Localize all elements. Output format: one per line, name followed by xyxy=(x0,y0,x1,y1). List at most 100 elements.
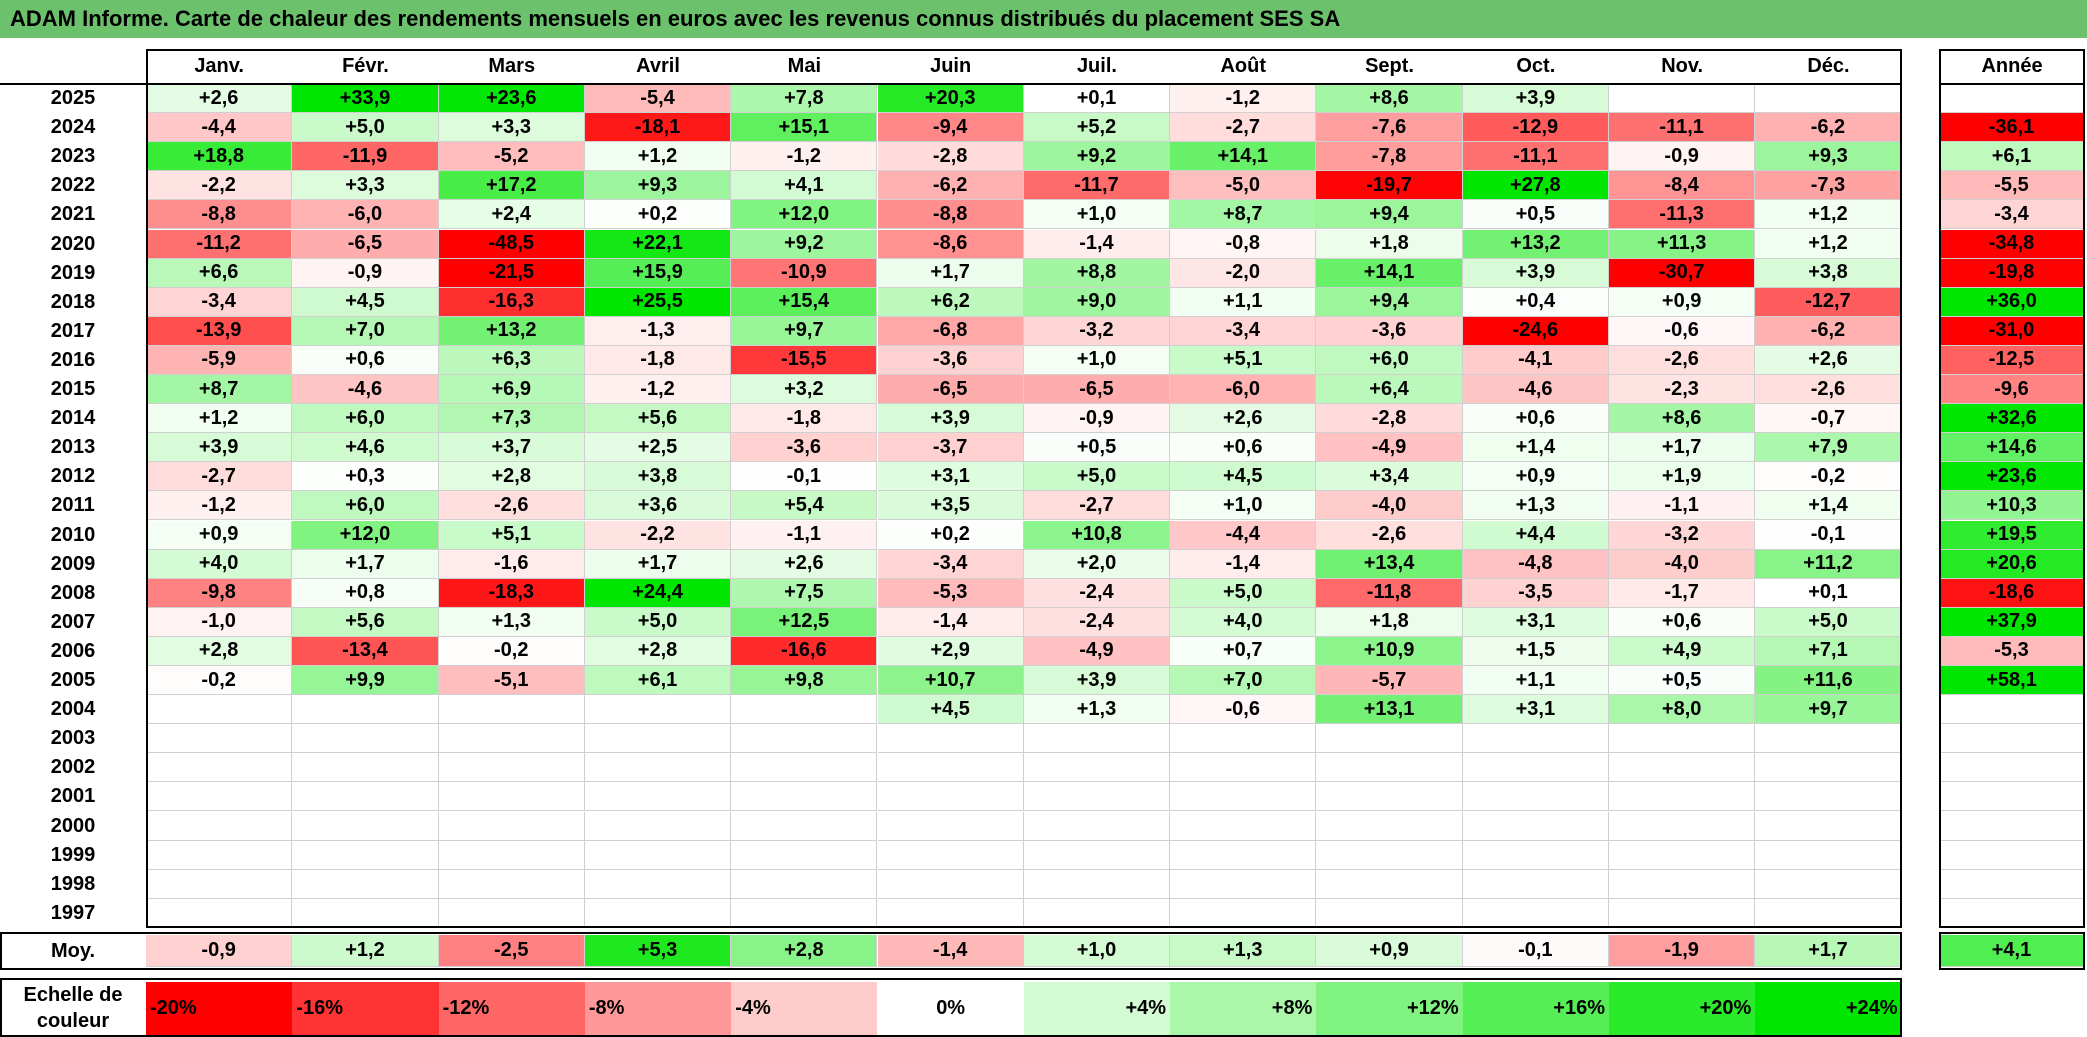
heatmap-cell: +6,4 xyxy=(1316,375,1463,405)
color-scale-stop: 0% xyxy=(877,982,1024,1035)
month-header: Avril xyxy=(636,55,680,77)
heatmap-cell: +2,6 xyxy=(146,84,293,114)
heatmap-cell: +9,9 xyxy=(292,666,439,696)
heatmap-cell: -6,8 xyxy=(877,316,1024,346)
heatmap-cell: +0,6 xyxy=(1170,433,1317,463)
heatmap-cell xyxy=(1755,724,1902,754)
row-year-label: 2014 xyxy=(50,407,96,430)
heatmap-cell: +7,3 xyxy=(438,404,585,434)
heatmap-cell xyxy=(1609,898,1756,928)
heatmap-cell xyxy=(1755,84,1902,114)
heatmap-cell: -1,7 xyxy=(1609,578,1756,608)
heatmap-cell: -1,2 xyxy=(1170,84,1317,114)
heatmap-cell xyxy=(584,811,732,841)
heatmap-cell xyxy=(1609,782,1756,812)
heatmap-cell: +7,9 xyxy=(1755,433,1902,463)
heatmap-cell: +1,0 xyxy=(1023,345,1171,375)
heatmap-cell xyxy=(1609,724,1756,754)
heatmap-cell: -9,4 xyxy=(877,113,1024,143)
heatmap-cell: +1,2 xyxy=(146,404,293,434)
heatmap-cell: +1,3 xyxy=(1462,491,1609,521)
heatmap-cell: +10,8 xyxy=(1023,520,1171,550)
heatmap-cell: +6,0 xyxy=(1316,345,1463,375)
heatmap-cell: +12,0 xyxy=(292,520,439,550)
heatmap-cell: -3,6 xyxy=(1316,316,1463,346)
row-year-label: 2010 xyxy=(50,523,96,546)
annual-cell xyxy=(1939,811,2085,841)
row-year-label: 2001 xyxy=(50,785,96,808)
row-year-label: 2019 xyxy=(50,261,96,284)
annual-cell xyxy=(1939,869,2085,899)
heatmap-cell: -3,2 xyxy=(1609,520,1756,550)
heatmap-cell xyxy=(584,840,732,870)
heatmap-cell: +5,0 xyxy=(292,113,439,143)
row-year-label: 2020 xyxy=(50,232,96,255)
average-cell: +1,7 xyxy=(1755,935,1902,967)
heatmap-cell: +6,3 xyxy=(438,345,585,375)
heatmap-cell: +9,3 xyxy=(584,171,732,201)
heatmap-cell: +13,4 xyxy=(1316,549,1463,579)
heatmap-cell xyxy=(1316,898,1463,928)
heatmap-cell: +0,5 xyxy=(1462,200,1609,230)
heatmap-cell: +2,8 xyxy=(584,636,732,666)
heatmap-cell xyxy=(1170,753,1317,783)
heatmap-cell xyxy=(292,811,439,841)
heatmap-cell: -4,6 xyxy=(292,375,439,405)
heatmap-cell: -7,8 xyxy=(1316,142,1463,172)
row-year-label: 2024 xyxy=(50,116,96,139)
heatmap-cell: -4,9 xyxy=(1023,636,1171,666)
heatmap-cell: +3,9 xyxy=(877,404,1024,434)
heatmap-cell: +13,2 xyxy=(438,316,585,346)
heatmap-cell: -0,9 xyxy=(1023,404,1171,434)
heatmap-cell: +1,5 xyxy=(1462,636,1609,666)
heatmap-cell xyxy=(1316,869,1463,899)
average-cell: +2,8 xyxy=(731,935,878,967)
heatmap-cell: -1,0 xyxy=(146,607,293,637)
heatmap-cell xyxy=(1609,811,1756,841)
heatmap-cell xyxy=(146,695,293,725)
heatmap-cell: -2,8 xyxy=(1316,404,1463,434)
heatmap-cell: +1,8 xyxy=(1316,607,1463,637)
heatmap-cell: -11,2 xyxy=(146,229,293,259)
heatmap-cell: -1,1 xyxy=(731,520,878,550)
heatmap-cell xyxy=(731,724,878,754)
heatmap-cell xyxy=(1023,840,1171,870)
heatmap-cell: -11,1 xyxy=(1609,113,1756,143)
heatmap-cell xyxy=(1170,869,1317,899)
heatmap-cell: +0,9 xyxy=(1462,462,1609,492)
heatmap-cell xyxy=(292,869,439,899)
heatmap-cell: -8,6 xyxy=(877,229,1024,259)
heatmap-cell xyxy=(1609,869,1756,899)
heatmap-cell: +1,7 xyxy=(1609,433,1756,463)
heatmap-cell: -4,0 xyxy=(1316,491,1463,521)
heatmap-cell: +11,3 xyxy=(1609,229,1756,259)
row-year-label: 2023 xyxy=(50,145,96,168)
heatmap-cell: -6,5 xyxy=(292,229,439,259)
heatmap-cell: +0,6 xyxy=(1462,404,1609,434)
heatmap-cell xyxy=(146,811,293,841)
heatmap-cell: +7,0 xyxy=(292,316,439,346)
heatmap-cell: +10,9 xyxy=(1316,636,1463,666)
month-header: Févr. xyxy=(342,55,389,77)
heatmap-cell: -7,3 xyxy=(1755,171,1902,201)
heatmap-cell: +12,0 xyxy=(731,200,878,230)
heatmap-cell: -9,8 xyxy=(146,578,293,608)
heatmap-cell xyxy=(438,782,585,812)
color-scale-stop: +4% xyxy=(1023,982,1171,1035)
row-year-label: 2002 xyxy=(50,756,96,779)
heatmap-cell: -13,9 xyxy=(146,316,293,346)
annual-cell: +32,6 xyxy=(1939,404,2085,434)
heatmap-cell xyxy=(146,724,293,754)
color-scale-stop: +8% xyxy=(1170,982,1317,1035)
heatmap-cell: +9,7 xyxy=(731,316,878,346)
heatmap-cell: -1,1 xyxy=(1609,491,1756,521)
heatmap-cell: -2,0 xyxy=(1170,258,1317,288)
heatmap-cell: -5,0 xyxy=(1170,171,1317,201)
heatmap-cell xyxy=(1462,840,1609,870)
heatmap-cell: +5,4 xyxy=(731,491,878,521)
heatmap-cell: -6,2 xyxy=(877,171,1024,201)
row-year-label: 2015 xyxy=(50,378,96,401)
heatmap-cell xyxy=(584,898,732,928)
heatmap-cell: -1,2 xyxy=(146,491,293,521)
